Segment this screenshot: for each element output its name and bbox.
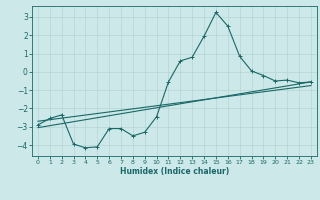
X-axis label: Humidex (Indice chaleur): Humidex (Indice chaleur) [120, 167, 229, 176]
